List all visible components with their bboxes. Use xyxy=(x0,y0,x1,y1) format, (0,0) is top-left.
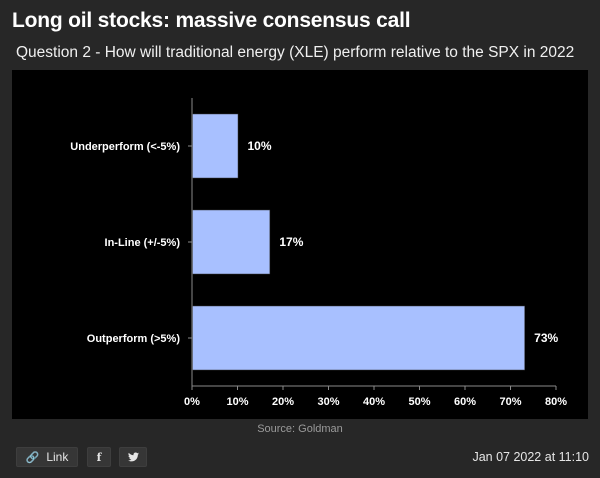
timestamp: Jan 07 2022 at 11:10 xyxy=(472,450,589,464)
link-icon: 🔗 xyxy=(25,451,40,464)
twitter-share-button[interactable] xyxy=(119,447,147,467)
x-tick-label: 40% xyxy=(363,396,385,408)
category-label: Underperform (<-5%) xyxy=(70,141,180,153)
x-tick-label: 20% xyxy=(272,396,294,408)
link-button-label: Link xyxy=(46,450,69,464)
data-label: 10% xyxy=(248,139,272,153)
bar xyxy=(192,113,239,179)
x-tick-label: 50% xyxy=(408,396,430,408)
bar-chart: 0% 10% 20% 30% 40% 50% 60% 70% 80% Underperform (… xyxy=(70,98,567,408)
x-tick-label: 10% xyxy=(226,396,248,408)
x-tick-label: 0% xyxy=(184,396,200,408)
twitter-icon xyxy=(127,452,139,462)
page-title: Long oil stocks: massive consensus call xyxy=(12,9,411,32)
x-tick-label: 60% xyxy=(454,396,476,408)
data-label: 17% xyxy=(279,235,303,249)
data-label: 73% xyxy=(534,331,558,345)
category-label: Outperform (>5%) xyxy=(87,333,181,345)
x-tick-label: 70% xyxy=(499,396,521,408)
bar xyxy=(192,305,525,371)
chart-subtitle: Question 2 - How will traditional energy… xyxy=(16,44,575,61)
category-label: In-Line (+/-5%) xyxy=(105,237,181,249)
bar xyxy=(192,209,271,275)
facebook-icon: f xyxy=(96,450,102,464)
chart-source: Source: Goldman xyxy=(257,423,343,435)
link-button[interactable]: 🔗 Link xyxy=(16,447,78,467)
x-tick-label: 80% xyxy=(545,396,567,408)
facebook-share-button[interactable]: f xyxy=(87,447,111,467)
chart-panel: 0% 10% 20% 30% 40% 50% 60% 70% 80% Underperform (… xyxy=(12,70,588,419)
x-tick-label: 30% xyxy=(317,396,339,408)
